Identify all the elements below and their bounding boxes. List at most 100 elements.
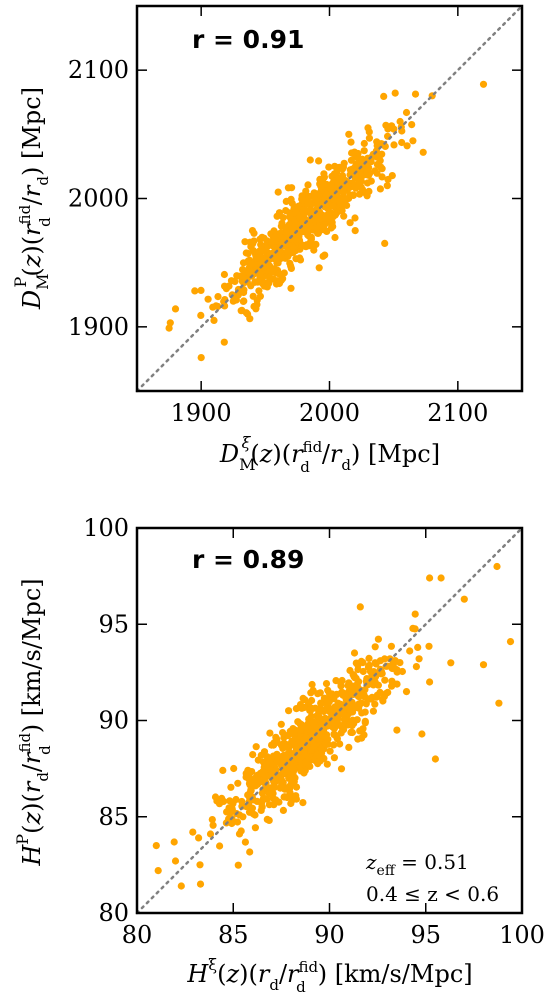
scatter-points-bottom	[152, 562, 515, 890]
data-point	[431, 755, 439, 763]
x-tick-label: 2100	[427, 399, 488, 427]
data-point	[447, 659, 455, 667]
data-point	[304, 181, 312, 189]
data-point	[241, 838, 249, 846]
data-point	[345, 130, 353, 138]
data-point	[479, 80, 488, 88]
data-point	[317, 700, 325, 708]
data-point	[209, 821, 217, 829]
data-point	[171, 305, 180, 313]
data-point	[189, 828, 197, 836]
data-point	[329, 222, 337, 231]
data-point	[358, 185, 367, 193]
data-point	[266, 729, 274, 737]
data-point	[251, 811, 259, 819]
data-point	[495, 699, 503, 707]
data-point	[365, 164, 373, 172]
data-point	[398, 138, 406, 147]
data-point	[365, 661, 373, 670]
data-point	[414, 643, 422, 652]
data-point	[275, 270, 283, 278]
data-point	[270, 227, 278, 235]
data-point	[336, 740, 344, 748]
data-point	[171, 857, 180, 865]
data-point	[278, 219, 286, 227]
data-point	[252, 743, 260, 751]
data-point	[256, 270, 264, 278]
data-point	[325, 163, 333, 171]
data-point	[277, 783, 285, 791]
data-point	[277, 777, 285, 785]
data-point	[403, 142, 411, 150]
data-point	[346, 666, 354, 675]
data-point	[223, 808, 231, 816]
data-point	[210, 316, 218, 324]
data-point	[250, 229, 258, 237]
panel-top: 1900 2000 2100 1900 2000 2100 r = 0.91 DMξ(z)…	[11, 4, 524, 476]
data-point	[286, 259, 294, 267]
data-point	[359, 667, 367, 676]
data-point	[337, 765, 346, 773]
data-point	[409, 137, 417, 145]
data-point	[437, 574, 445, 582]
data-point	[419, 148, 427, 156]
data-point	[381, 676, 389, 684]
data-point	[208, 816, 216, 824]
data-point	[307, 233, 315, 241]
data-point	[301, 751, 309, 760]
data-point	[277, 720, 285, 728]
redshift-range-annotation: 0.4 ≤ z < 0.6	[366, 882, 499, 906]
data-point	[367, 158, 375, 166]
data-point	[322, 680, 331, 688]
data-point	[316, 757, 324, 765]
data-point	[270, 783, 278, 791]
data-point	[409, 624, 417, 633]
data-point	[225, 815, 233, 823]
data-point	[374, 681, 382, 689]
data-point	[371, 643, 379, 651]
data-point	[280, 733, 288, 742]
data-point	[289, 248, 297, 256]
data-point	[347, 156, 355, 164]
data-point	[249, 240, 257, 248]
data-point	[302, 187, 310, 195]
data-point	[350, 649, 359, 657]
data-point	[353, 716, 361, 724]
data-point	[314, 750, 322, 758]
panel-bottom: 80 85 90 95 100 80 85 90 95 100 r = 0.89 zeff = 0…	[13, 514, 545, 994]
data-point	[315, 157, 323, 165]
data-point	[236, 272, 244, 280]
data-point	[283, 234, 291, 242]
data-point	[374, 635, 382, 643]
x-tick-label: 2000	[299, 399, 360, 427]
data-point	[258, 803, 266, 811]
data-point	[356, 727, 364, 735]
x-tick-label: 100	[499, 921, 545, 949]
data-point	[272, 796, 280, 804]
correlation-label-top: r = 0.91	[192, 25, 304, 54]
data-point	[271, 244, 279, 252]
data-point	[352, 674, 360, 682]
data-point	[365, 128, 373, 136]
x-tick-label: 90	[314, 921, 345, 949]
data-point	[228, 804, 236, 812]
data-point	[376, 657, 384, 665]
data-point	[402, 108, 411, 117]
data-point	[234, 861, 242, 869]
data-point	[415, 655, 423, 663]
data-point	[387, 642, 395, 650]
data-point	[373, 169, 381, 177]
data-point	[314, 200, 322, 209]
data-point	[365, 654, 373, 663]
data-point	[234, 779, 242, 787]
ticks-top: 1900 2000 2100 1900 2000 2100	[68, 6, 522, 427]
data-point	[347, 138, 355, 146]
data-point	[302, 758, 310, 766]
data-point	[221, 282, 229, 290]
data-point	[237, 827, 245, 835]
data-point	[341, 713, 349, 722]
y-tick-label: 90	[98, 707, 129, 735]
data-point	[282, 207, 290, 215]
data-point	[219, 766, 227, 775]
